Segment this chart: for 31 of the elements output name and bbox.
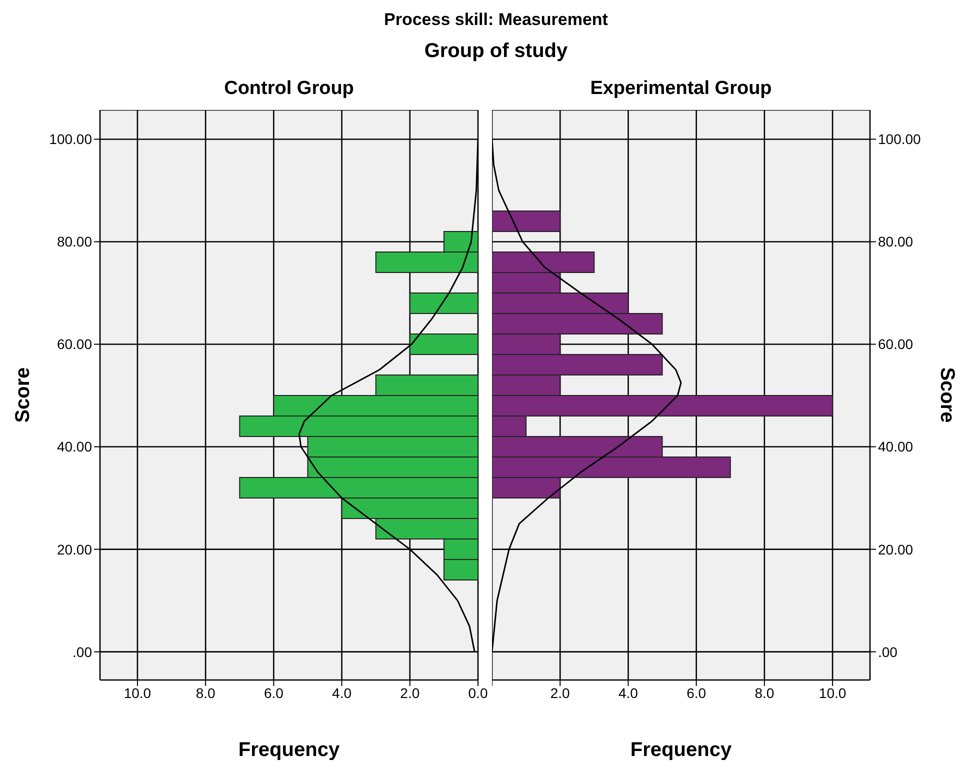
y-tick-label: .00 (72, 644, 92, 660)
y-tick-label: .00 (878, 644, 898, 660)
x-tick-label: 4.0 (332, 684, 352, 701)
x-tick-label: 2.0 (400, 684, 420, 701)
y-tick-label: 100.00 (878, 131, 922, 148)
x-tick-label: 4.0 (618, 684, 638, 701)
chart-subtitle: Group of study (423, 40, 569, 64)
x-tick-label: 8.0 (754, 684, 774, 701)
y-tick-label: 40.00 (56, 438, 92, 455)
x-tick-label: 0.0 (468, 684, 488, 701)
y-tick-label: 100.00 (49, 131, 92, 148)
y-tick-label: 20.00 (56, 541, 92, 558)
x-tick-label: 8.0 (196, 684, 216, 701)
y-tick-label: 20.00 (878, 541, 914, 558)
y-tick-label: 80.00 (56, 234, 92, 250)
x-tick-label: 2.0 (550, 684, 570, 701)
text: Experimental Group (589, 78, 773, 100)
x-tick-label: 6.0 (686, 684, 706, 701)
y-tick-label: 40.00 (878, 438, 914, 455)
text: Control Group (223, 78, 355, 100)
x-axis-title: Frequency (630, 739, 732, 761)
y-tick-label: 60.00 (878, 336, 914, 352)
x-axis-title: Frequency (238, 739, 340, 761)
y-tick-label: 60.00 (56, 336, 92, 352)
x-tick-label: 6.0 (264, 684, 284, 701)
y-tick-label: 80.00 (878, 234, 914, 250)
x-tick-label: 10.0 (818, 684, 846, 701)
x-tick-label: 10.0 (124, 684, 152, 701)
chart-title: Process skill: Measurement (383, 9, 609, 31)
y-axis-title: Score (936, 367, 958, 423)
y-axis-title: Score (12, 367, 34, 423)
